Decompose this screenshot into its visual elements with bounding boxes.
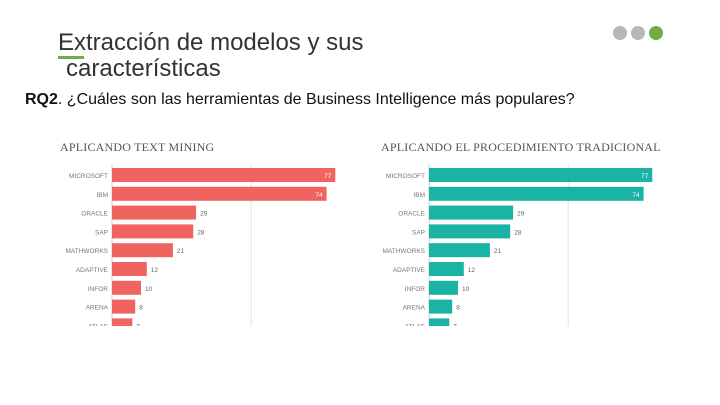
right-bar xyxy=(429,224,511,239)
left-bar xyxy=(112,262,147,276)
right-value-label: 7 xyxy=(453,323,457,326)
chart-left-svg: MICROSOFT 77 IBM 74 ORACLE 29 SAP 28 MATHWORKS 21… xyxy=(66,164,336,326)
left-bar xyxy=(112,168,336,182)
slide-title: Extracción de modelos y sus característi… xyxy=(58,30,478,82)
left-value-label: 29 xyxy=(200,211,208,218)
right-value-label: 12 xyxy=(468,267,476,274)
right-value-label: 29 xyxy=(517,211,525,218)
chart-right-svg: MICROSOFT 77 IBM 74 ORACLE 29 SAP 28 MATHWORKS 21… xyxy=(383,164,653,326)
left-category-label: INFOR xyxy=(88,286,109,293)
right-bar xyxy=(429,186,644,201)
left-bar xyxy=(112,224,194,239)
slide-progress-dots xyxy=(613,26,663,40)
right-bar xyxy=(429,318,450,326)
question-text: . ¿Cuáles son las herramientas de Busine… xyxy=(57,91,575,108)
right-category-label: IBM xyxy=(413,192,425,199)
title-accent-bar xyxy=(58,56,84,59)
left-value-label: 74 xyxy=(315,192,323,199)
right-bar xyxy=(429,262,464,276)
research-question: RQ2. ¿Cuáles son las herramientas de Bus… xyxy=(25,91,575,109)
slide-title-line1: Extracción de modelos y sus xyxy=(58,29,364,56)
left-value-label: 10 xyxy=(145,286,153,293)
chart-text-mining: MICROSOFT 77 IBM 74 ORACLE 29 SAP 28 MATHWORKS 21… xyxy=(58,136,358,326)
left-bar xyxy=(112,186,327,201)
right-category-label: ARENA xyxy=(403,305,426,312)
left-category-label: IBM xyxy=(96,192,108,199)
chart-right-title: APLICANDO EL PROCEDIMIENTO TRADICIONAL xyxy=(381,140,661,154)
question-prefix: RQ2 xyxy=(25,91,58,108)
right-value-label: 10 xyxy=(462,286,470,293)
right-bar xyxy=(429,205,514,220)
right-value-label: 8 xyxy=(456,305,460,312)
left-category-label: ATLAS xyxy=(88,323,109,326)
left-value-label: 28 xyxy=(197,229,205,236)
right-category-label: INFOR xyxy=(405,286,426,293)
left-category-label: ORACLE xyxy=(81,211,108,218)
left-bar xyxy=(112,243,173,258)
left-category-label: SAP xyxy=(95,229,108,236)
left-bar xyxy=(112,280,141,295)
slide-title-line2: características xyxy=(66,55,221,82)
left-category-label: ADAPTIVE xyxy=(76,267,109,274)
left-bar xyxy=(112,205,197,220)
right-value-label: 28 xyxy=(514,229,522,236)
left-category-label: MATHWORKS xyxy=(66,248,109,255)
right-category-label: SAP xyxy=(412,229,425,236)
left-value-label: 7 xyxy=(136,323,140,326)
right-value-label: 77 xyxy=(641,173,649,180)
progress-dot-2 xyxy=(631,26,645,40)
left-category-label: ARENA xyxy=(86,305,109,312)
left-value-label: 21 xyxy=(177,248,185,255)
left-value-label: 12 xyxy=(151,267,159,274)
right-value-label: 74 xyxy=(632,192,640,199)
right-bar xyxy=(429,243,490,258)
left-value-label: 8 xyxy=(139,305,143,312)
left-bar xyxy=(112,318,133,326)
right-value-label: 21 xyxy=(494,248,502,255)
left-category-label: MICROSOFT xyxy=(69,173,108,180)
left-value-label: 77 xyxy=(324,173,332,180)
progress-dot-1 xyxy=(613,26,627,40)
right-bar xyxy=(429,280,458,295)
right-category-label: ORACLE xyxy=(398,211,425,218)
right-bar xyxy=(429,168,653,182)
right-category-label: MATHWORKS xyxy=(383,248,426,255)
right-bar xyxy=(429,299,453,314)
right-category-label: MICROSOFT xyxy=(386,173,425,180)
right-category-label: ATLAS xyxy=(405,323,426,326)
chart-left-title: APLICANDO TEXT MINING xyxy=(60,140,215,154)
left-bar xyxy=(112,299,136,314)
chart-traditional: MICROSOFT 77 IBM 74 ORACLE 29 SAP 28 MATHWORKS 21… xyxy=(375,136,675,326)
right-category-label: ADAPTIVE xyxy=(393,267,426,274)
progress-dot-3 xyxy=(649,26,663,40)
